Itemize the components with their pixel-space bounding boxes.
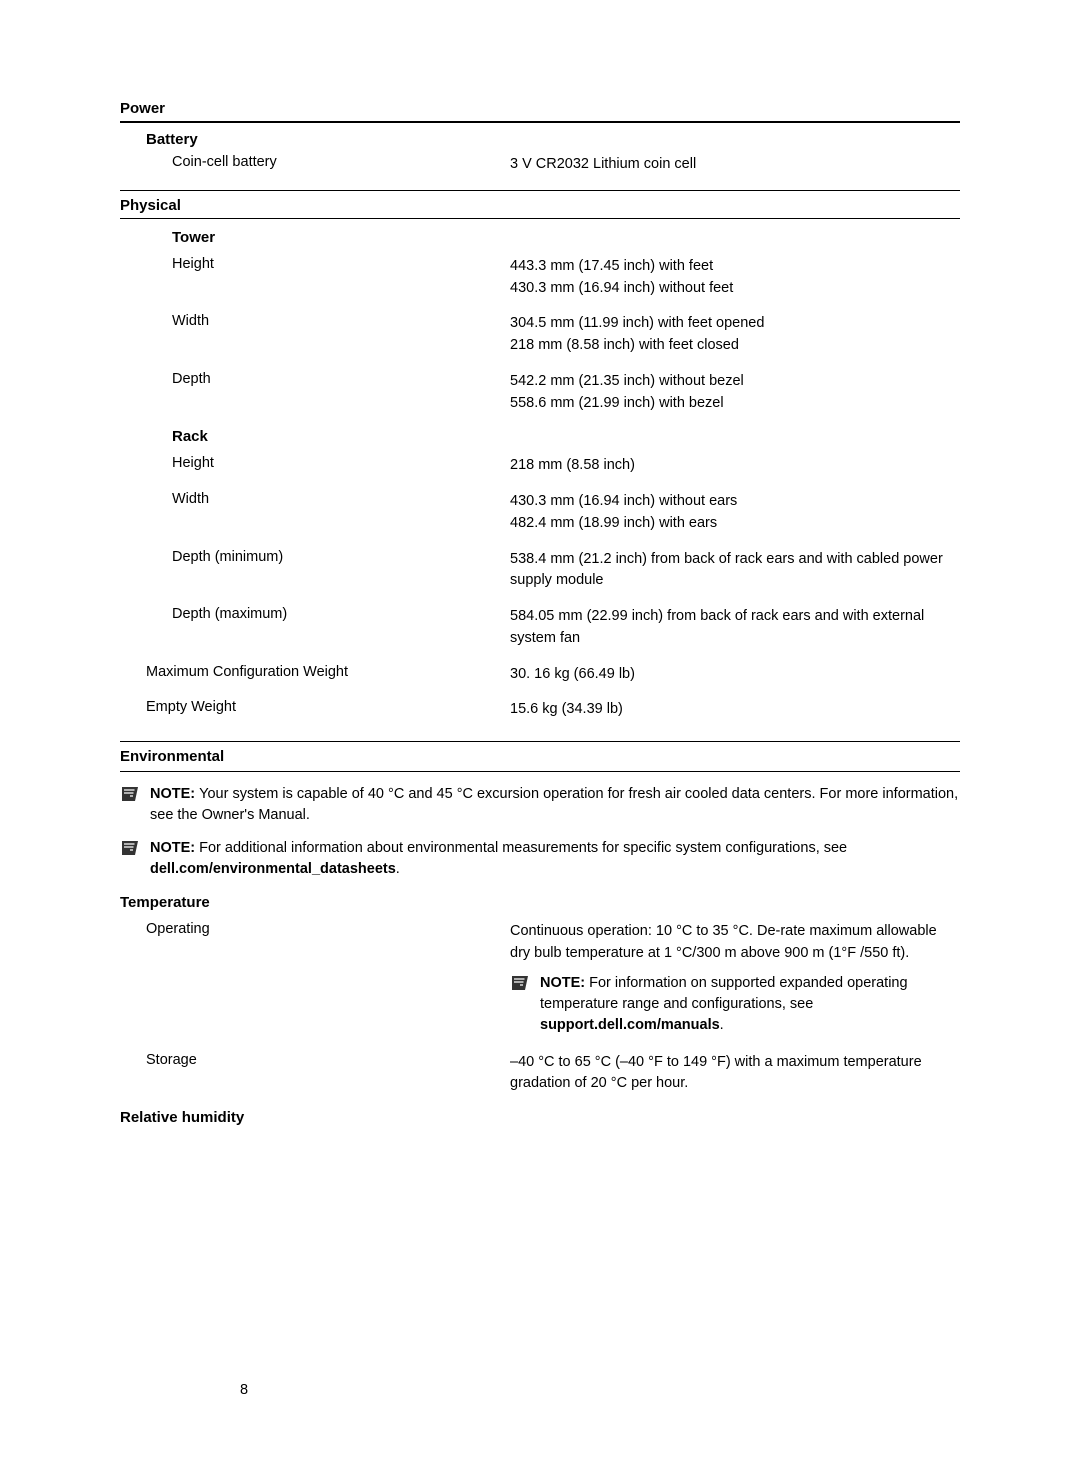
max-config-weight-label: Maximum Configuration Weight: [120, 664, 510, 686]
operating-value: Continuous operation: 10 °C to 35 °C. De…: [510, 921, 960, 1036]
operating-note-text: NOTE: For information on supported expan…: [540, 973, 960, 1036]
environmental-section-header: Environmental: [120, 741, 960, 772]
battery-header: Battery: [120, 131, 960, 148]
tower-height-label: Height: [120, 256, 510, 300]
note-icon: [510, 974, 530, 992]
coin-cell-value: 3 V CR2032 Lithium coin cell: [510, 154, 960, 176]
rack-depth-min-label: Depth (minimum): [120, 549, 510, 593]
note-2-text: NOTE: For additional information about e…: [150, 838, 960, 880]
rack-depth-max-value: 584.05 mm (22.99 inch) from back of rack…: [510, 606, 960, 650]
rack-depth-max-label: Depth (maximum): [120, 606, 510, 650]
rack-header: Rack: [120, 428, 960, 445]
tower-height-value: 443.3 mm (17.45 inch) with feet 430.3 mm…: [510, 256, 960, 300]
rack-height-value: 218 mm (8.58 inch): [510, 455, 960, 477]
max-config-weight-value: 30. 16 kg (66.49 lb): [510, 664, 960, 686]
power-section-header: Power: [120, 100, 960, 123]
storage-label: Storage: [120, 1052, 510, 1096]
rack-height-label: Height: [120, 455, 510, 477]
humidity-header: Relative humidity: [120, 1109, 960, 1126]
coin-cell-label: Coin-cell battery: [120, 154, 510, 176]
physical-section-header: Physical: [120, 191, 960, 219]
tower-header: Tower: [120, 229, 960, 246]
tower-depth-label: Depth: [120, 371, 510, 415]
page-number: 8: [240, 1382, 248, 1398]
rack-depth-min-value: 538.4 mm (21.2 inch) from back of rack e…: [510, 549, 960, 593]
tower-depth-value: 542.2 mm (21.35 inch) without bezel 558.…: [510, 371, 960, 415]
rack-width-label: Width: [120, 491, 510, 535]
note-icon: [120, 839, 140, 857]
tower-width-label: Width: [120, 313, 510, 357]
rack-width-value: 430.3 mm (16.94 inch) without ears 482.4…: [510, 491, 960, 535]
tower-width-value: 304.5 mm (11.99 inch) with feet opened 2…: [510, 313, 960, 357]
note-icon: [120, 785, 140, 803]
operating-label: Operating: [120, 921, 510, 1036]
note-1-text: NOTE: Your system is capable of 40 °C an…: [150, 784, 960, 826]
storage-value: –40 °C to 65 °C (–40 °F to 149 °F) with …: [510, 1052, 960, 1096]
empty-weight-label: Empty Weight: [120, 699, 510, 721]
empty-weight-value: 15.6 kg (34.39 lb): [510, 699, 960, 721]
temperature-header: Temperature: [120, 894, 960, 911]
